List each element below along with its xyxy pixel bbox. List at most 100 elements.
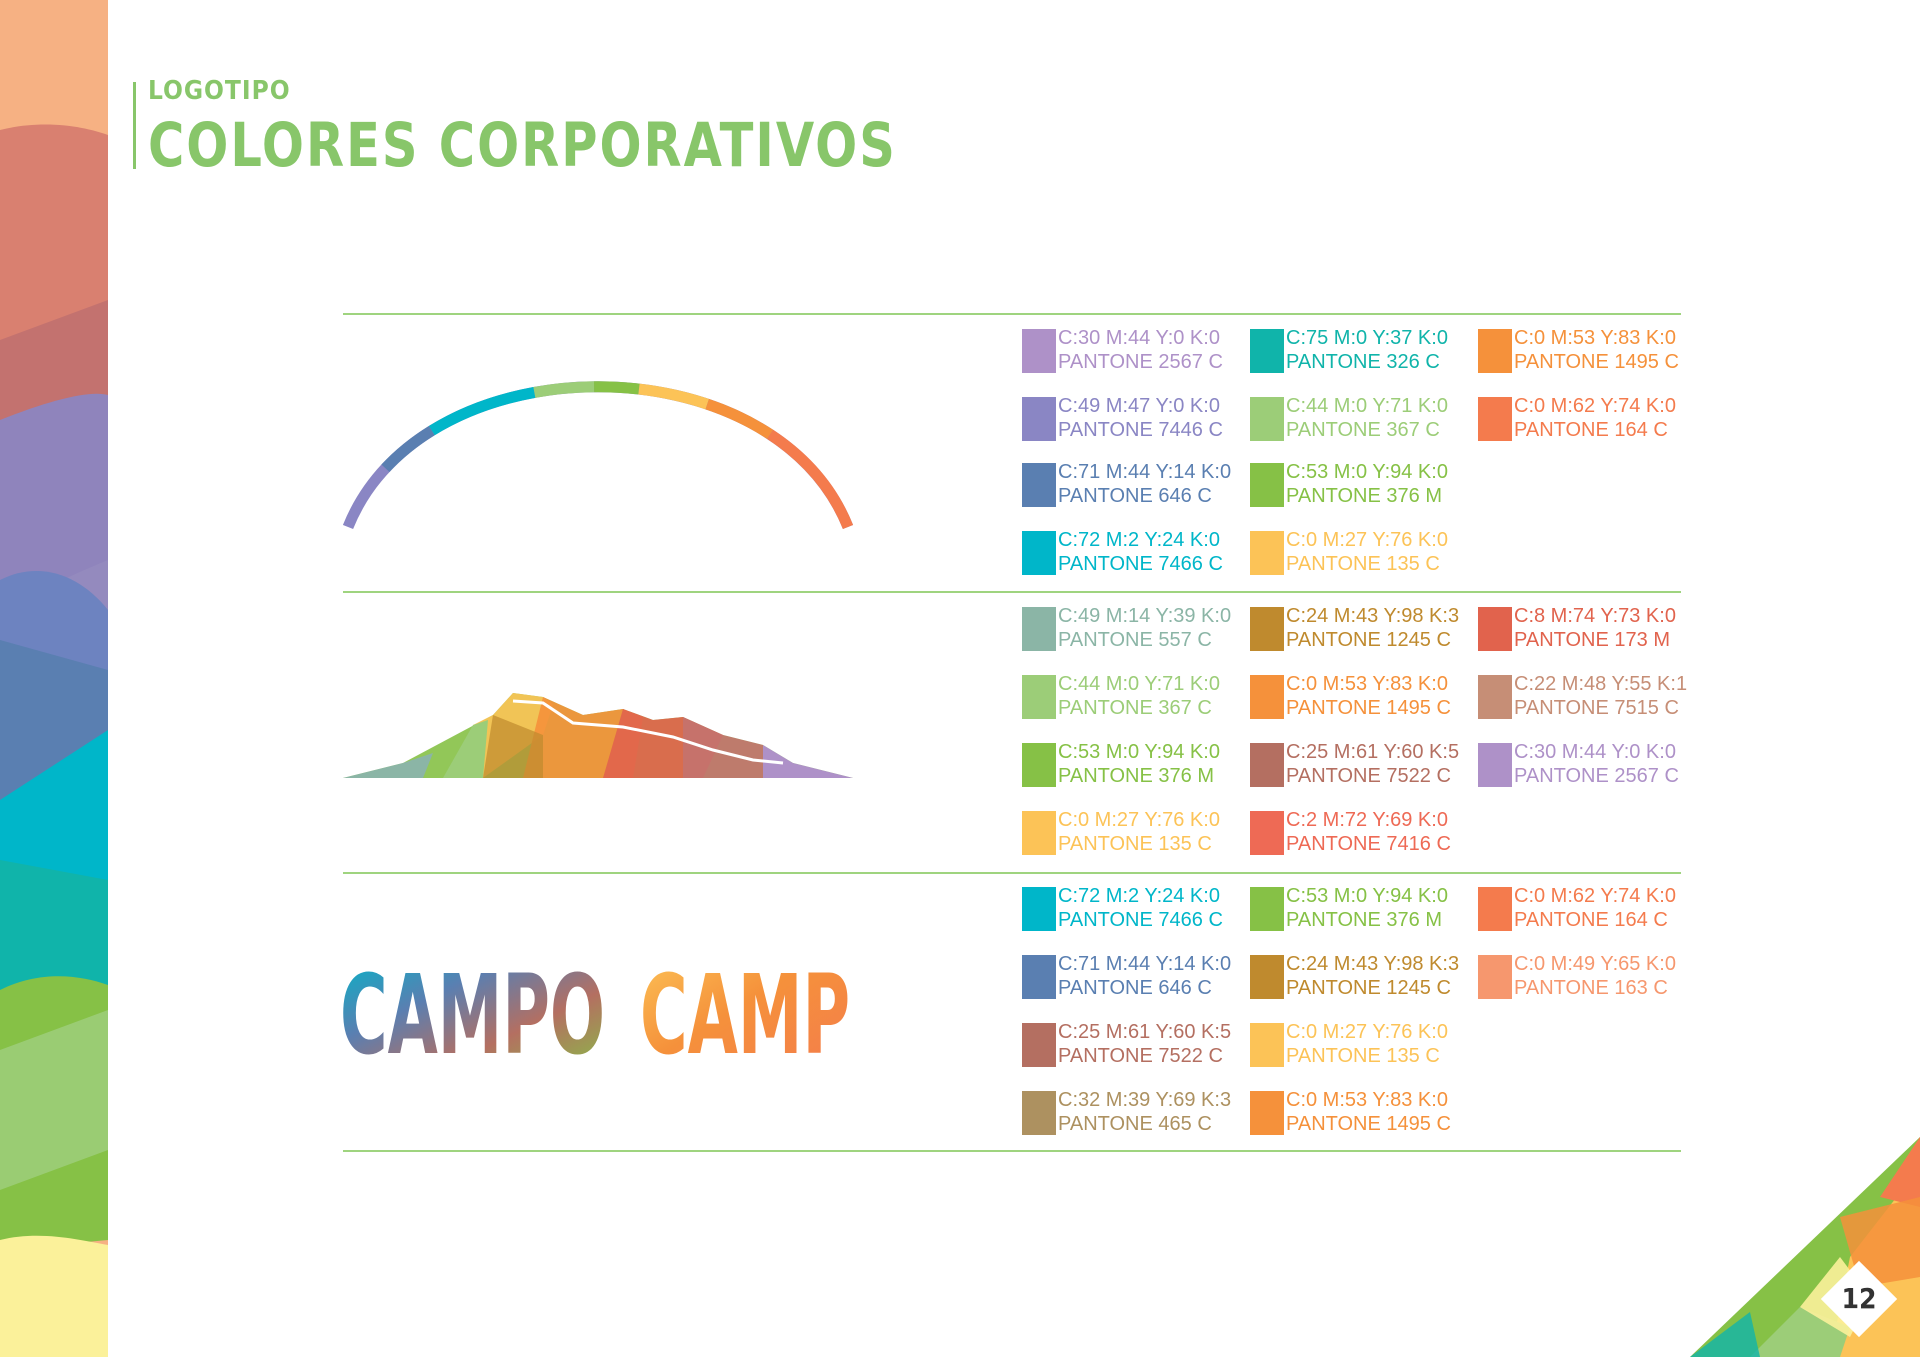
- cmyk-value: C:49 M:47 Y:0 K:0: [1058, 395, 1220, 417]
- color-swatch: C:75 M:0 Y:37 K:0 PANTONE 326 C: [1250, 326, 1470, 373]
- color-swatch: C:30 M:44 Y:0 K:0 PANTONE 2567 C: [1022, 326, 1242, 373]
- mountain-logo: [343, 675, 853, 784]
- pantone-value: PANTONE 173 M: [1514, 629, 1670, 651]
- color-chip: [1250, 607, 1284, 651]
- color-chip: [1022, 1091, 1056, 1135]
- page-title: COLORES CORPORATIVOS: [148, 110, 897, 181]
- pantone-value: PANTONE 376 M: [1286, 909, 1442, 931]
- color-chip: [1022, 607, 1056, 651]
- divider-rule: [343, 872, 1681, 874]
- cmyk-value: C:32 M:39 Y:69 K:3: [1058, 1089, 1232, 1111]
- color-chip: [1022, 329, 1056, 373]
- cmyk-value: C:22 M:48 Y:55 K:1: [1514, 673, 1688, 695]
- color-swatch: C:0 M:62 Y:74 K:0 PANTONE 164 C: [1478, 884, 1698, 931]
- header-accent-bar: [133, 82, 136, 169]
- pantone-value: PANTONE 646 C: [1058, 977, 1212, 999]
- pantone-value: PANTONE 376 M: [1058, 765, 1214, 787]
- color-swatch: C:22 M:48 Y:55 K:1 PANTONE 7515 C: [1478, 672, 1698, 719]
- pantone-value: PANTONE 7522 C: [1058, 1045, 1223, 1067]
- cmyk-value: C:30 M:44 Y:0 K:0: [1514, 741, 1676, 763]
- arc-logo: [342, 370, 854, 544]
- pantone-value: PANTONE 1495 C: [1514, 351, 1679, 373]
- color-swatch: C:25 M:61 Y:60 K:5 PANTONE 7522 C: [1022, 1020, 1242, 1067]
- campo-camp-wordmark: CAMPO CAMP: [340, 951, 860, 1079]
- cmyk-value: C:53 M:0 Y:94 K:0: [1286, 461, 1448, 483]
- cmyk-value: C:71 M:44 Y:14 K:0: [1058, 461, 1232, 483]
- divider-rule: [343, 313, 1681, 315]
- pantone-value: PANTONE 7466 C: [1058, 553, 1223, 575]
- color-chip: [1478, 743, 1512, 787]
- color-swatch: C:44 M:0 Y:71 K:0 PANTONE 367 C: [1022, 672, 1242, 719]
- pantone-value: PANTONE 646 C: [1058, 485, 1212, 507]
- pantone-value: PANTONE 164 C: [1514, 909, 1668, 931]
- color-swatch: C:2 M:72 Y:69 K:0 PANTONE 7416 C: [1250, 808, 1470, 855]
- color-swatch: C:0 M:27 Y:76 K:0 PANTONE 135 C: [1250, 1020, 1470, 1067]
- color-swatch: C:0 M:62 Y:74 K:0 PANTONE 164 C: [1478, 394, 1698, 441]
- color-chip: [1478, 329, 1512, 373]
- pantone-value: PANTONE 135 C: [1058, 833, 1212, 855]
- color-swatch: C:49 M:14 Y:39 K:0 PANTONE 557 C: [1022, 604, 1242, 651]
- pantone-value: PANTONE 367 C: [1058, 697, 1212, 719]
- pantone-value: PANTONE 1495 C: [1286, 1113, 1451, 1135]
- divider-rule: [343, 1150, 1681, 1152]
- color-swatch: C:0 M:53 Y:83 K:0 PANTONE 1495 C: [1478, 326, 1698, 373]
- cmyk-value: C:75 M:0 Y:37 K:0: [1286, 327, 1448, 349]
- color-chip: [1022, 675, 1056, 719]
- color-swatch: C:0 M:27 Y:76 K:0 PANTONE 135 C: [1250, 528, 1470, 575]
- color-chip: [1250, 675, 1284, 719]
- cmyk-value: C:0 M:53 Y:83 K:0: [1514, 327, 1676, 349]
- color-swatch: C:72 M:2 Y:24 K:0 PANTONE 7466 C: [1022, 884, 1242, 931]
- pantone-value: PANTONE 326 C: [1286, 351, 1440, 373]
- pantone-value: PANTONE 135 C: [1286, 1045, 1440, 1067]
- wordmark-word-1: CAMPO: [340, 958, 605, 1058]
- color-chip: [1250, 1091, 1284, 1135]
- color-swatch: C:53 M:0 Y:94 K:0 PANTONE 376 M: [1022, 740, 1242, 787]
- pantone-value: PANTONE 7446 C: [1058, 419, 1223, 441]
- color-swatch: C:24 M:43 Y:98 K:3 PANTONE 1245 C: [1250, 952, 1470, 999]
- cmyk-value: C:44 M:0 Y:71 K:0: [1058, 673, 1220, 695]
- color-swatch: C:44 M:0 Y:71 K:0 PANTONE 367 C: [1250, 394, 1470, 441]
- color-chip: [1478, 397, 1512, 441]
- color-swatch: C:25 M:61 Y:60 K:5 PANTONE 7522 C: [1250, 740, 1470, 787]
- pantone-value: PANTONE 7515 C: [1514, 697, 1679, 719]
- pantone-value: PANTONE 164 C: [1514, 419, 1668, 441]
- cmyk-value: C:0 M:49 Y:65 K:0: [1514, 953, 1676, 975]
- cmyk-value: C:30 M:44 Y:0 K:0: [1058, 327, 1220, 349]
- color-chip: [1478, 675, 1512, 719]
- color-chip: [1250, 887, 1284, 931]
- color-swatch: C:0 M:53 Y:83 K:0 PANTONE 1495 C: [1250, 672, 1470, 719]
- color-chip: [1250, 397, 1284, 441]
- cmyk-value: C:24 M:43 Y:98 K:3: [1286, 953, 1460, 975]
- color-swatch: C:24 M:43 Y:98 K:3 PANTONE 1245 C: [1250, 604, 1470, 651]
- color-swatch: C:53 M:0 Y:94 K:0 PANTONE 376 M: [1250, 460, 1470, 507]
- cmyk-value: C:0 M:27 Y:76 K:0: [1286, 529, 1448, 551]
- cmyk-value: C:0 M:53 Y:83 K:0: [1286, 1089, 1448, 1111]
- color-swatch: C:71 M:44 Y:14 K:0 PANTONE 646 C: [1022, 460, 1242, 507]
- color-swatch: C:0 M:49 Y:65 K:0 PANTONE 163 C: [1478, 952, 1698, 999]
- pantone-value: PANTONE 7522 C: [1286, 765, 1451, 787]
- color-swatch: C:8 M:74 Y:73 K:0 PANTONE 173 M: [1478, 604, 1698, 651]
- color-chip: [1250, 463, 1284, 507]
- cmyk-value: C:71 M:44 Y:14 K:0: [1058, 953, 1232, 975]
- color-chip: [1022, 743, 1056, 787]
- color-chip: [1022, 955, 1056, 999]
- pantone-value: PANTONE 2567 C: [1514, 765, 1679, 787]
- pantone-value: PANTONE 367 C: [1286, 419, 1440, 441]
- pantone-value: PANTONE 1495 C: [1286, 697, 1451, 719]
- pantone-value: PANTONE 2567 C: [1058, 351, 1223, 373]
- pantone-value: PANTONE 135 C: [1286, 553, 1440, 575]
- pantone-value: PANTONE 7416 C: [1286, 833, 1451, 855]
- color-chip: [1250, 1023, 1284, 1067]
- cmyk-value: C:2 M:72 Y:69 K:0: [1286, 809, 1448, 831]
- cmyk-value: C:72 M:2 Y:24 K:0: [1058, 529, 1220, 551]
- color-swatch: C:32 M:39 Y:69 K:3 PANTONE 465 C: [1022, 1088, 1242, 1135]
- color-chip: [1478, 607, 1512, 651]
- cmyk-value: C:49 M:14 Y:39 K:0: [1058, 605, 1232, 627]
- cmyk-value: C:0 M:62 Y:74 K:0: [1514, 395, 1676, 417]
- color-swatch: C:0 M:53 Y:83 K:0 PANTONE 1495 C: [1250, 1088, 1470, 1135]
- color-swatch: C:0 M:27 Y:76 K:0 PANTONE 135 C: [1022, 808, 1242, 855]
- cmyk-value: C:0 M:27 Y:76 K:0: [1058, 809, 1220, 831]
- wordmark-word-2: CAMP: [640, 958, 850, 1058]
- pantone-value: PANTONE 1245 C: [1286, 629, 1451, 651]
- sidebar-graphic: [0, 0, 108, 1357]
